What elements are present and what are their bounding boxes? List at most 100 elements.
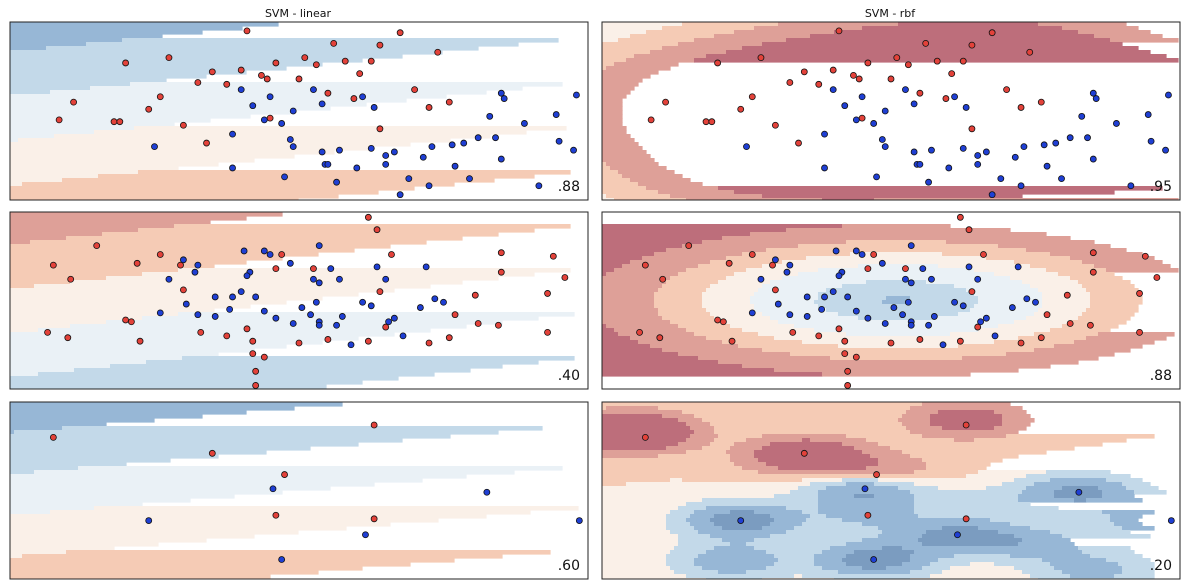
contour-cell (802, 574, 931, 579)
point-class-blue (416, 304, 424, 311)
contour-cell (938, 410, 995, 415)
contour-cell (14, 430, 499, 435)
contour-cell (1090, 554, 1143, 559)
point-class-red (49, 261, 57, 269)
contour-cell (914, 550, 1083, 555)
contour-cell (918, 514, 1111, 519)
contour-cell (1098, 486, 1127, 491)
point-class-red (451, 311, 459, 319)
contour-cell (654, 292, 703, 297)
point-class-blue (500, 95, 508, 102)
contour-cell (814, 328, 979, 333)
contour-cell (1082, 260, 1163, 265)
contour-cell (602, 348, 663, 353)
contour-cell (910, 490, 1023, 495)
point-class-red (194, 79, 202, 86)
point-class-blue (179, 256, 187, 264)
contour-cell (602, 570, 675, 575)
column-title-rbf: SVM - rbf (865, 7, 916, 20)
point-class-blue (298, 304, 306, 311)
contour-cell (602, 130, 627, 135)
contour-cell (686, 328, 743, 333)
contour-cell (858, 264, 939, 269)
point-class-red (67, 275, 75, 283)
contour-cell (10, 470, 35, 475)
contour-cell (602, 486, 799, 491)
contour-cell (798, 272, 995, 277)
contour-cell (774, 368, 1019, 373)
point-class-red (133, 259, 141, 267)
point-class-blue (405, 175, 413, 183)
point-class-red (685, 242, 693, 250)
contour-cell (906, 410, 939, 415)
contour-cell (1046, 470, 1111, 475)
contour-cell (74, 368, 471, 373)
point-class-red (324, 336, 332, 343)
point-class-red (835, 27, 843, 35)
point-class-blue (315, 242, 323, 250)
contour-cell (602, 482, 627, 487)
contour-cell (810, 34, 1095, 39)
contour-cell (1014, 478, 1051, 483)
contour-cell (98, 174, 535, 179)
contour-cell (694, 38, 787, 43)
contour-cell (954, 554, 1011, 559)
contour-cell (614, 62, 679, 67)
contour-cell (826, 308, 971, 313)
contour-cell (1078, 316, 1131, 321)
contour-cell (10, 490, 283, 495)
contour-cell (950, 566, 1015, 571)
contour-cell (1062, 570, 1123, 575)
contour-cell (10, 384, 327, 389)
contour-cell (662, 348, 763, 353)
contour-cell (1062, 534, 1151, 539)
contour-cell (10, 42, 87, 47)
contour-cell (714, 316, 771, 321)
point-class-blue (182, 300, 190, 308)
point-class-red (376, 41, 384, 49)
contour-cell (666, 558, 695, 563)
contour-cell (794, 574, 803, 579)
contour-cell (754, 510, 803, 515)
contour-cell (630, 178, 691, 183)
contour-cell (602, 236, 723, 241)
contour-cell (994, 410, 1027, 415)
point-class-blue (483, 488, 491, 496)
contour-cell (810, 514, 827, 519)
contour-cell (10, 478, 423, 483)
contour-cell (10, 70, 247, 75)
point-class-red (962, 421, 970, 429)
point-class-red (922, 39, 930, 47)
contour-cell (1134, 490, 1167, 495)
contour-cell (602, 162, 607, 167)
contour-cell (602, 276, 671, 281)
point-class-red (725, 259, 733, 267)
contour-cell (1098, 332, 1175, 337)
contour-cell (146, 360, 539, 365)
contour-cell (10, 514, 487, 519)
contour-cell (806, 518, 843, 523)
contour-cell (746, 570, 839, 575)
point-class-red (719, 318, 727, 326)
contour-cell (714, 514, 771, 519)
contour-cell (1014, 260, 1083, 265)
point-class-blue (535, 182, 543, 190)
point-class-blue (919, 265, 927, 273)
contour-cell (18, 138, 451, 143)
contour-cell (774, 562, 815, 567)
contour-cell (842, 284, 955, 289)
point-class-red (795, 139, 802, 147)
contour-cell (706, 288, 759, 293)
contour-cell (802, 438, 811, 443)
point-class-blue (431, 295, 439, 303)
contour-cell (702, 446, 731, 451)
contour-cell (602, 118, 623, 123)
point-class-red (1089, 249, 1097, 257)
contour-cell (942, 570, 1023, 575)
point-class-blue (327, 265, 335, 273)
point-class-red (136, 337, 144, 345)
contour-cell (10, 94, 447, 99)
point-class-blue (991, 332, 999, 340)
point-class-blue (497, 155, 505, 163)
contour-cell (602, 82, 639, 87)
